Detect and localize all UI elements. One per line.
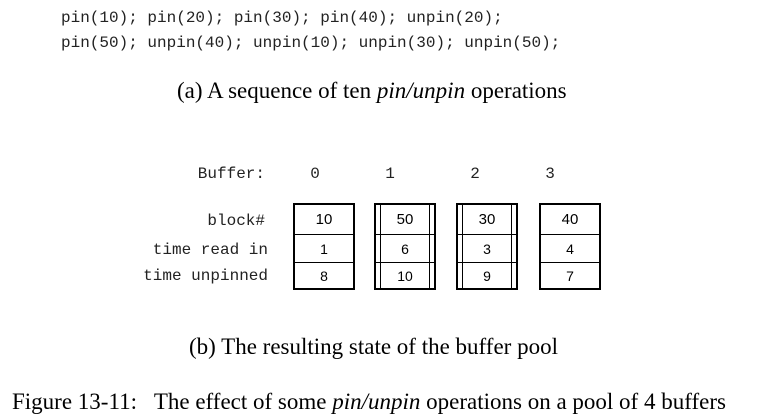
buffer-2-time-unpinned: 9 [483, 268, 491, 284]
caption-a-prefix: (a) A sequence of ten [177, 78, 377, 103]
caption-a-emphasis: pin/unpin [376, 78, 466, 103]
figure-caption: Figure 13-11: The effect of some pin/unp… [12, 389, 726, 415]
buffer-3-time-unpinned: 7 [566, 268, 574, 284]
figure-caption-prefix: Figure 13-11: The effect of some [12, 389, 333, 414]
code-line-2: pin(50); unpin(40); unpin(10); unpin(30)… [61, 34, 561, 52]
caption-b: (b) The resulting state of the buffer po… [189, 334, 558, 359]
buffer-box-3: 40 4 7 [539, 203, 601, 290]
caption-a-suffix: operations [465, 78, 567, 103]
buffer-2-block: 30 [458, 205, 516, 235]
buffer-2-frame-left [462, 205, 463, 288]
row-label-time-read-in: time read in [152, 241, 268, 259]
row-label-block: block# [207, 212, 265, 230]
code-line-1: pin(10); pin(20); pin(30); pin(40); unpi… [61, 9, 503, 27]
buffer-box-2: 30 3 9 [456, 203, 518, 290]
buffer-index-3: 3 [545, 165, 555, 183]
buffer-index-2: 2 [470, 165, 480, 183]
row-label-time-unpinned: time unpinned [143, 267, 268, 285]
buffer-0-block: 10 [295, 205, 353, 235]
buffer-index-0: 0 [310, 165, 320, 183]
figure-caption-emphasis: pin/unpin [332, 389, 421, 414]
buffer-1-time-read-in: 6 [376, 235, 434, 263]
buffer-1-frame-right [429, 205, 430, 288]
buffer-box-0: 10 1 8 [293, 203, 355, 290]
buffer-2-frame-right [511, 205, 512, 288]
buffer-0-time-unpinned: 8 [320, 268, 328, 284]
buffer-1-time-unpinned: 10 [397, 268, 413, 284]
figure-caption-suffix: operations on a pool of 4 buffers [420, 389, 726, 414]
buffer-header-label: Buffer: [197, 165, 265, 183]
buffer-3-time-read-in: 4 [541, 235, 599, 263]
buffer-3-block: 40 [541, 205, 599, 235]
caption-a: (a) A sequence of ten pin/unpin operatio… [177, 78, 567, 104]
buffer-1-block: 50 [376, 205, 434, 235]
buffer-2-time-read-in: 3 [458, 235, 516, 263]
buffer-1-frame-left [380, 205, 381, 288]
buffer-box-1: 50 6 10 [374, 203, 436, 290]
buffer-0-time-read-in: 1 [295, 235, 353, 263]
buffer-index-1: 1 [385, 165, 395, 183]
